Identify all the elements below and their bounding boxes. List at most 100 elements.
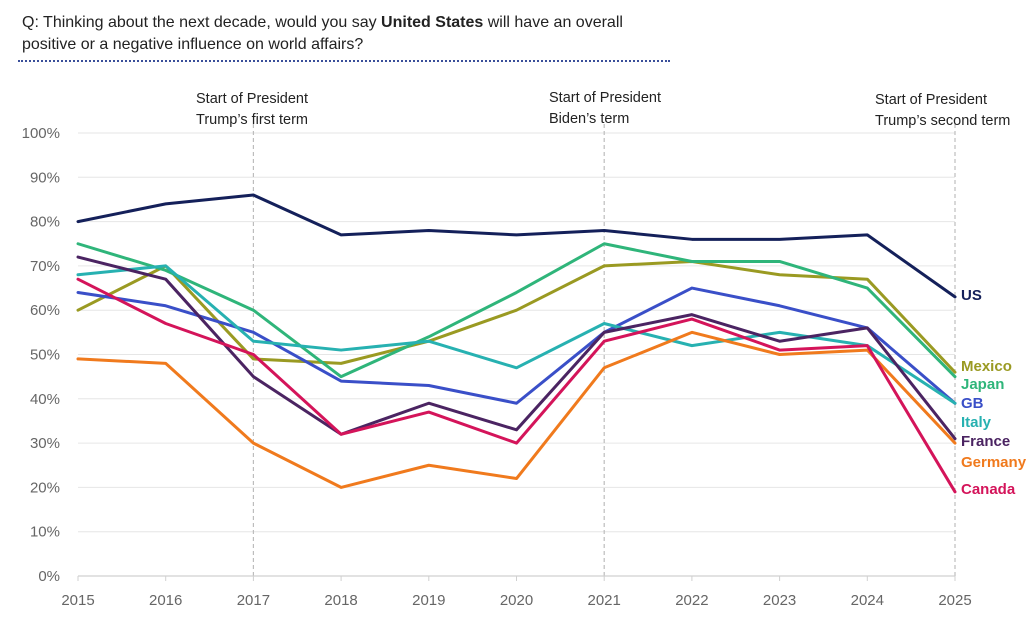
- data-point-us-2022: [690, 238, 693, 241]
- data-point-us-2020: [515, 233, 518, 236]
- data-point-canada-2022: [690, 318, 693, 321]
- y-tick-label: 50%: [30, 347, 60, 364]
- data-point-canada-2023: [778, 349, 781, 352]
- data-point-mexico-2024: [866, 278, 869, 281]
- y-tick-label: 60%: [30, 302, 60, 319]
- question-prefix: Q: Thinking about the next decade, would…: [22, 14, 382, 31]
- data-point-france-2021: [603, 331, 606, 334]
- data-point-us-2018: [340, 233, 343, 236]
- data-point-japan-2020: [515, 291, 518, 294]
- annotation-text-2021: Start of President: [549, 90, 661, 106]
- x-tick-label: 2025: [938, 592, 971, 609]
- series-line-japan: [76, 242, 957, 379]
- data-point-germany-2021: [603, 366, 606, 369]
- data-point-germany-2020: [515, 477, 518, 480]
- data-point-germany-2018: [340, 486, 343, 489]
- data-point-mexico-2023: [778, 273, 781, 276]
- data-point-germany-2022: [690, 331, 693, 334]
- data-point-japan-2021: [603, 242, 606, 245]
- data-point-canada-2016: [164, 322, 167, 325]
- y-tick-label: 80%: [30, 214, 60, 231]
- annotation-text-2017: Trump’s first term: [196, 112, 308, 128]
- data-point-gb-2018: [340, 380, 343, 383]
- x-tick-label: 2022: [675, 592, 708, 609]
- data-point-france-2015: [77, 256, 80, 259]
- data-point-italy-2022: [690, 344, 693, 347]
- y-tick-label: 100%: [22, 125, 60, 142]
- annotation-text-2017: Start of President: [196, 91, 308, 107]
- y-tick-label: 30%: [30, 435, 60, 452]
- series-label-italy: Italy: [961, 414, 992, 431]
- data-point-canada-2017: [252, 353, 255, 356]
- series-line-mexico: [76, 259, 957, 374]
- data-point-japan-2025: [954, 375, 957, 378]
- data-point-mexico-2020: [515, 309, 518, 312]
- x-tick-label: 2015: [61, 592, 94, 609]
- question-divider: [18, 60, 670, 62]
- data-point-italy-2019: [427, 340, 430, 343]
- data-point-germany-2015: [77, 357, 80, 360]
- data-point-canada-2015: [77, 278, 80, 281]
- x-tick-label: 2021: [588, 592, 621, 609]
- data-point-mexico-2021: [603, 264, 606, 267]
- data-point-canada-2020: [515, 442, 518, 445]
- x-tick-label: 2024: [851, 592, 884, 609]
- annotation-text-2025: Start of President: [875, 92, 987, 108]
- series-label-gb: GB: [961, 395, 984, 412]
- term-annotations: Start of President Trump’s first term Star…: [196, 90, 1010, 576]
- data-point-japan-2015: [77, 242, 80, 245]
- data-point-canada-2024: [866, 344, 869, 347]
- data-point-italy-2023: [778, 331, 781, 334]
- series-line-us: [76, 193, 957, 299]
- data-point-italy-2016: [164, 264, 167, 267]
- question-text: Q: Thinking about the next decade, would…: [22, 12, 672, 56]
- data-point-us-2015: [77, 220, 80, 223]
- data-point-japan-2023: [778, 260, 781, 263]
- data-point-us-2017: [252, 194, 255, 197]
- data-point-japan-2017: [252, 309, 255, 312]
- x-tick-label: 2018: [324, 592, 357, 609]
- data-point-mexico-2015: [77, 309, 80, 312]
- data-point-canada-2019: [427, 411, 430, 414]
- data-point-france-2023: [778, 340, 781, 343]
- data-point-canada-2021: [603, 340, 606, 343]
- y-tick-label: 90%: [30, 169, 60, 186]
- series-lines: [76, 193, 957, 494]
- data-point-gb-2020: [515, 402, 518, 405]
- y-axis: 0% 10% 20% 30% 40% 50% 60% 70% 80% 90% 100%: [22, 125, 60, 585]
- data-point-germany-2019: [427, 464, 430, 467]
- x-tick-label: 2023: [763, 592, 796, 609]
- data-point-italy-2018: [340, 349, 343, 352]
- data-point-japan-2022: [690, 260, 693, 263]
- y-tick-label: 0%: [38, 568, 60, 585]
- data-point-gb-2015: [77, 291, 80, 294]
- data-point-us-2024: [866, 233, 869, 236]
- data-point-mexico-2018: [340, 362, 343, 365]
- data-point-france-2016: [164, 278, 167, 281]
- data-point-germany-2023: [778, 353, 781, 356]
- y-tick-label: 10%: [30, 524, 60, 541]
- data-point-germany-2025: [954, 442, 957, 445]
- question-country: United States: [381, 14, 484, 31]
- data-point-italy-2025: [954, 402, 957, 405]
- data-point-japan-2018: [340, 375, 343, 378]
- y-tick-label: 20%: [30, 479, 60, 496]
- series-line-gb: [76, 286, 957, 405]
- series-label-us: US: [961, 287, 982, 304]
- series-label-france: France: [961, 433, 1010, 450]
- x-tick-label: 2017: [237, 592, 270, 609]
- data-point-gb-2016: [164, 304, 167, 307]
- data-point-france-2017: [252, 375, 255, 378]
- data-point-mexico-2017: [252, 357, 255, 360]
- data-point-france-2024: [866, 326, 869, 329]
- data-point-france-2020: [515, 428, 518, 431]
- data-point-gb-2023: [778, 304, 781, 307]
- x-tick-label: 2016: [149, 592, 182, 609]
- data-point-us-2019: [427, 229, 430, 232]
- data-point-gb-2017: [252, 331, 255, 334]
- data-point-us-2021: [603, 229, 606, 232]
- annotation-text-2025: Trump’s second term: [875, 113, 1010, 129]
- data-point-gb-2019: [427, 384, 430, 387]
- question-suffix: will have an overall positive or a negat…: [22, 14, 623, 53]
